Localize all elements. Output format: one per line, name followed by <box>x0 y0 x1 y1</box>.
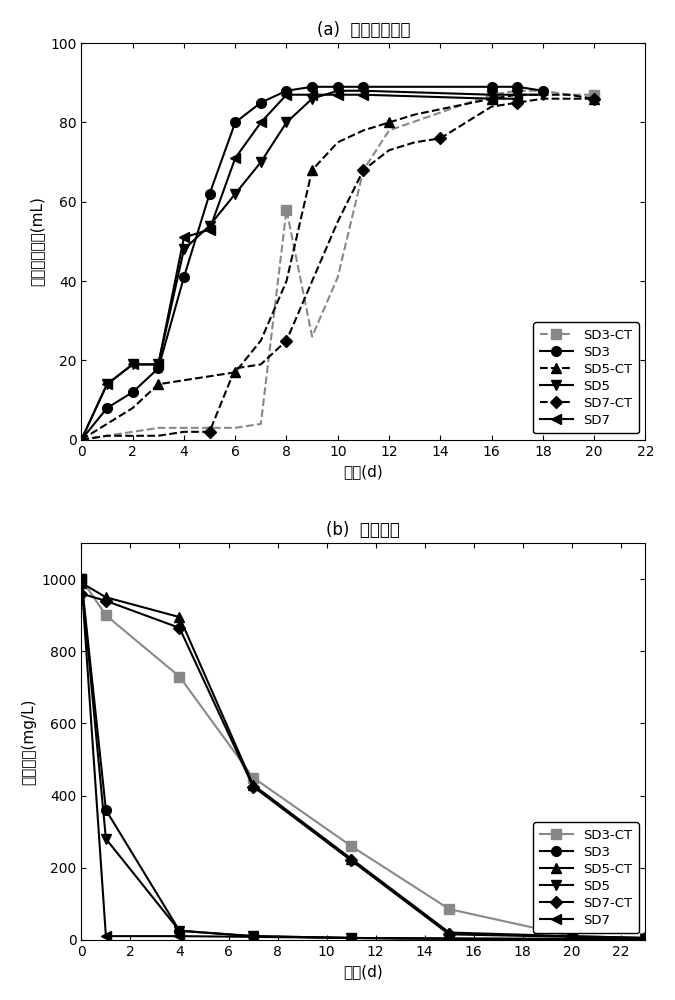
Title: (a)  累积产甲烷量: (a) 累积产甲烷量 <box>317 21 410 39</box>
X-axis label: 时间(d): 时间(d) <box>344 964 383 979</box>
Legend: SD3-CT, SD3, SD5-CT, SD5, SD7-CT, SD7: SD3-CT, SD3, SD5-CT, SD5, SD7-CT, SD7 <box>533 822 639 933</box>
Y-axis label: 苯酚浓度(mg/L): 苯酚浓度(mg/L) <box>21 698 36 785</box>
Y-axis label: 累积产甲烷量(mL): 累积产甲烷量(mL) <box>30 197 45 286</box>
X-axis label: 时间(d): 时间(d) <box>344 464 383 479</box>
Title: (b)  苯酚降解: (b) 苯酚降解 <box>327 521 400 539</box>
Legend: SD3-CT, SD3, SD5-CT, SD5, SD7-CT, SD7: SD3-CT, SD3, SD5-CT, SD5, SD7-CT, SD7 <box>533 322 639 433</box>
